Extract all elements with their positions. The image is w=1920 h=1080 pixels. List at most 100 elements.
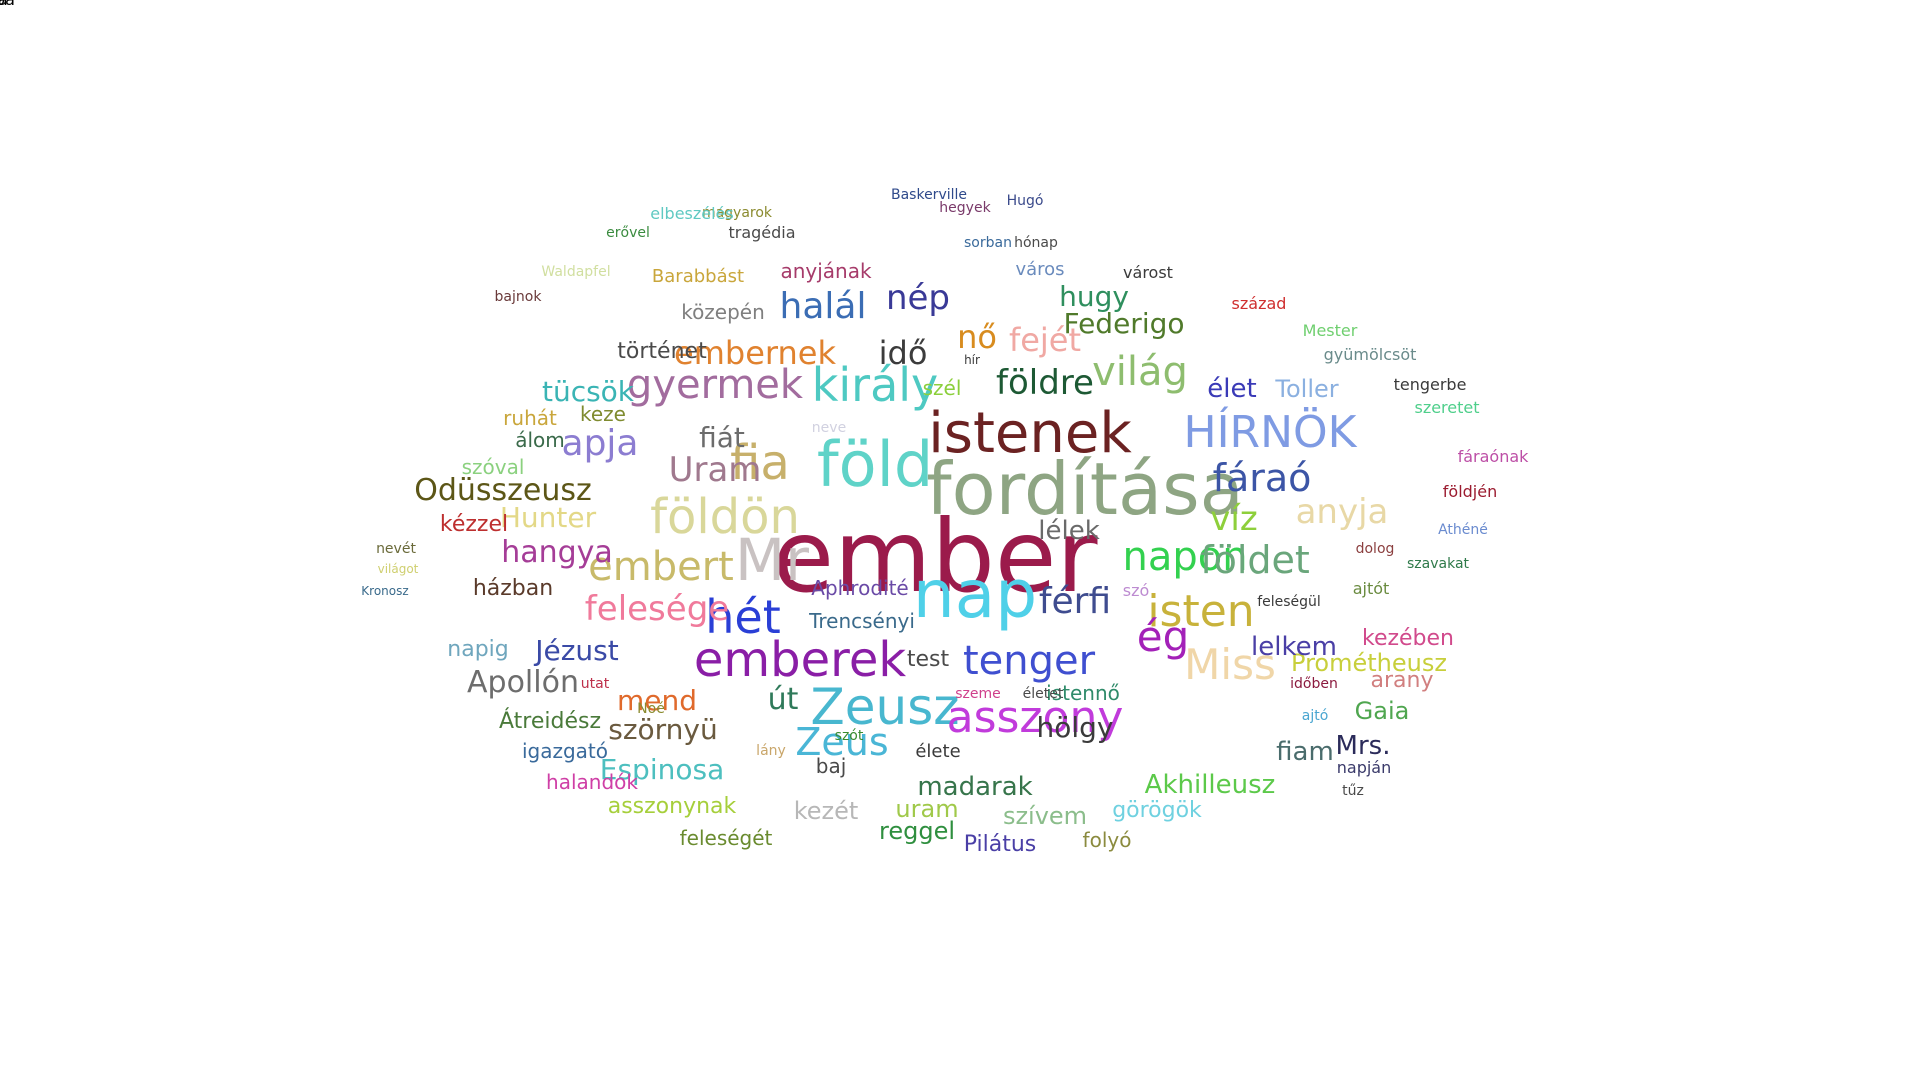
word-halandok: halandók <box>546 770 638 794</box>
word-keze: keze <box>580 402 626 426</box>
word-lelkem: lelkem <box>1251 632 1337 662</box>
word-nap: nap <box>912 556 1038 633</box>
word-arany: arany <box>1370 668 1434 693</box>
word-szoval: szóval <box>461 455 525 479</box>
word-ember: ember <box>772 498 1098 615</box>
word-anyjanak: anyjának <box>780 259 872 283</box>
word-zeus: Zeus <box>795 720 889 764</box>
word-napjan: napján <box>1336 758 1392 777</box>
word-fiat: fiát <box>699 421 745 454</box>
word-kezzel: kézzel <box>439 512 509 537</box>
word-federigo: Federigo <box>1063 307 1185 340</box>
word-bajnok: bajnok <box>494 289 542 305</box>
word-gyumolcsot: gyümölcsöt <box>1323 345 1417 364</box>
word-test: test <box>906 647 950 672</box>
word-tenger: tenger <box>962 638 1096 684</box>
word-szel: szél <box>922 376 962 400</box>
word-apa: apa <box>0 0 15 8</box>
word-barabbast: Barabbást <box>651 266 745 287</box>
word-foldet: földet <box>1200 538 1310 582</box>
word-igazgato: igazgató <box>521 739 609 763</box>
word-baj: baj <box>815 754 847 778</box>
word-embernek: embernek <box>674 334 836 372</box>
word-szavakat: szavakat <box>1406 556 1470 572</box>
word-sorban: sorban <box>964 235 1012 251</box>
word-anyja: anyja <box>1295 492 1389 532</box>
word-ajtot: ajtót <box>1352 579 1390 598</box>
word-honap: hónap <box>1014 235 1058 251</box>
word-holgy: hölgy <box>1036 711 1114 744</box>
word-fa: fa <box>0 0 8 8</box>
word-hirnok: HÍRNÖK <box>1183 407 1357 458</box>
word-hunter: Hunter <box>499 501 597 534</box>
word-felesegul: feleségül <box>1257 594 1321 610</box>
word-kiraly: király <box>811 358 939 412</box>
word-apollon: Apollón <box>467 665 579 700</box>
word-athene: Athéné <box>1438 522 1488 538</box>
word-fia: fia <box>730 435 790 491</box>
word-hegyek: hegyek <box>939 200 991 216</box>
word-hugy: hugy <box>1059 280 1129 313</box>
word-toller: Toller <box>1275 375 1339 403</box>
word-emberek: emberek <box>693 632 907 688</box>
word-atreidesz: Átreidész <box>498 709 602 734</box>
word-halal: halál <box>779 286 867 327</box>
word-mester: Mester <box>1302 321 1358 340</box>
word-mrs: Mrs. <box>1335 731 1391 761</box>
word-reggel: reggel <box>878 817 956 845</box>
word-mend: mend <box>616 684 698 717</box>
word-kronosz: Kronosz <box>361 584 409 598</box>
word-isten: isten <box>1147 586 1255 637</box>
word-hugo: Hugó <box>1006 193 1044 209</box>
word-napon: napon <box>1122 534 1248 580</box>
word-faraonak: fáraónak <box>1457 447 1529 466</box>
word-vilagot: világot <box>377 562 419 576</box>
word-szornyu: szörnyü <box>608 713 718 746</box>
word-mr: Mr <box>735 526 809 594</box>
word-ut: út <box>767 682 799 717</box>
word-nep: nép <box>885 278 951 318</box>
word-espinosa: Espinosa <box>599 753 725 786</box>
word-ajto: ajtó <box>1301 708 1329 724</box>
word-hir: hír <box>964 353 980 367</box>
word-prometheusz: Prométheusz <box>1291 649 1447 677</box>
word-foldjen: földjén <box>1442 482 1498 501</box>
word-szot: szót <box>834 728 864 744</box>
word-istenno: istennő <box>1046 681 1120 705</box>
word-lany: lány <box>756 743 786 759</box>
word-uram: uram <box>895 795 959 823</box>
word-napig: napig <box>447 637 509 662</box>
word-tortenet: történet <box>617 339 707 364</box>
word-nevet: nevét <box>376 541 416 557</box>
word-folyo: folyó <box>1082 828 1132 852</box>
word-szeretet: szeretet <box>1414 398 1480 417</box>
word-felesege: felesége <box>584 589 730 629</box>
word-viz: víz <box>1210 499 1258 539</box>
word-noe: Noé <box>637 701 665 717</box>
word-waldapfel: Waldapfel <box>541 264 611 280</box>
word-trencsenyi: Trencsényi <box>809 609 915 633</box>
word-asszony: asszony <box>946 692 1124 743</box>
word-gorogok: görögök <box>1112 798 1202 823</box>
word-ido: idő <box>878 334 928 372</box>
word-utat: utat <box>580 676 610 692</box>
word-farao: fáraó <box>1212 456 1312 500</box>
word-apja: apja <box>561 423 639 464</box>
word-hangya: hangya <box>501 535 613 570</box>
word-asszonynak: asszonynak <box>607 794 737 819</box>
word-lelek: lélek <box>1038 516 1100 546</box>
word-dolog: dolog <box>1355 541 1395 557</box>
word-aphrodite: Aphrodité <box>811 576 909 600</box>
word-tuz: tűz <box>1342 783 1364 799</box>
word-idoben: időben <box>1290 676 1338 692</box>
word-tengerbe: tengerbe <box>1393 375 1467 394</box>
word-kozepen: közepén <box>681 300 765 324</box>
word-madarak: madarak <box>917 772 1033 802</box>
word-akhilleusz: Akhilleusz <box>1144 770 1276 800</box>
word-neve: neve <box>811 420 847 436</box>
word-gyermek: gyermek <box>626 362 804 408</box>
word-ferfi: férfi <box>1038 581 1112 622</box>
word-hazban: házban <box>472 576 554 601</box>
word-szazad: század <box>1231 294 1287 313</box>
